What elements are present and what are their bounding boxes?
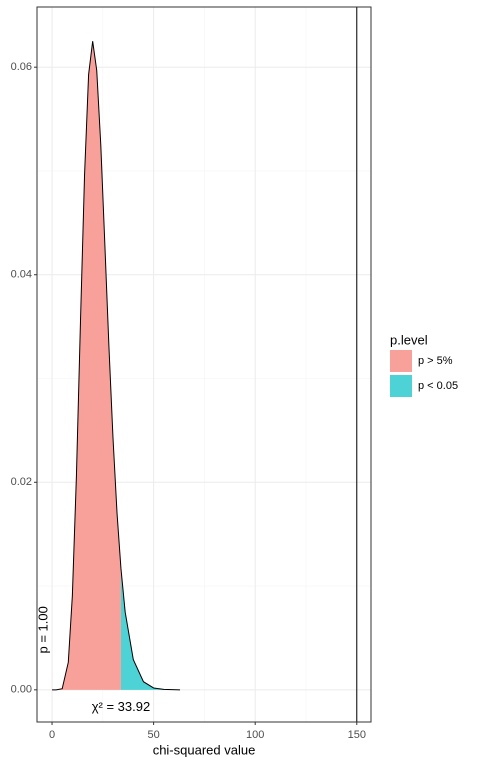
x-axis-title: chi-squared value <box>153 742 256 757</box>
x-tick-label: 50 <box>147 729 159 741</box>
y-tick-label: 0.02 <box>11 476 32 488</box>
density-line <box>120 568 181 691</box>
legend-key <box>390 375 412 397</box>
area <box>120 568 181 690</box>
area <box>52 41 121 690</box>
legend-label: p < 0.05 <box>418 380 458 392</box>
x-tick-label: 100 <box>246 729 264 741</box>
density-line <box>52 41 122 691</box>
y-tick-label: 0.04 <box>11 269 32 281</box>
y-tick-label: 0.06 <box>11 61 32 73</box>
legend-title: p.level <box>390 332 428 347</box>
legend-key <box>390 350 412 372</box>
y-tick-label: 0.00 <box>11 684 32 696</box>
annotation: χ² = 33.92 <box>92 699 151 714</box>
annotation: p = 1.00 <box>35 606 50 653</box>
panel-border <box>36 6 372 723</box>
legend-label: p > 5% <box>418 355 453 367</box>
x-tick-label: 150 <box>348 729 366 741</box>
x-tick-label: 0 <box>49 729 55 741</box>
